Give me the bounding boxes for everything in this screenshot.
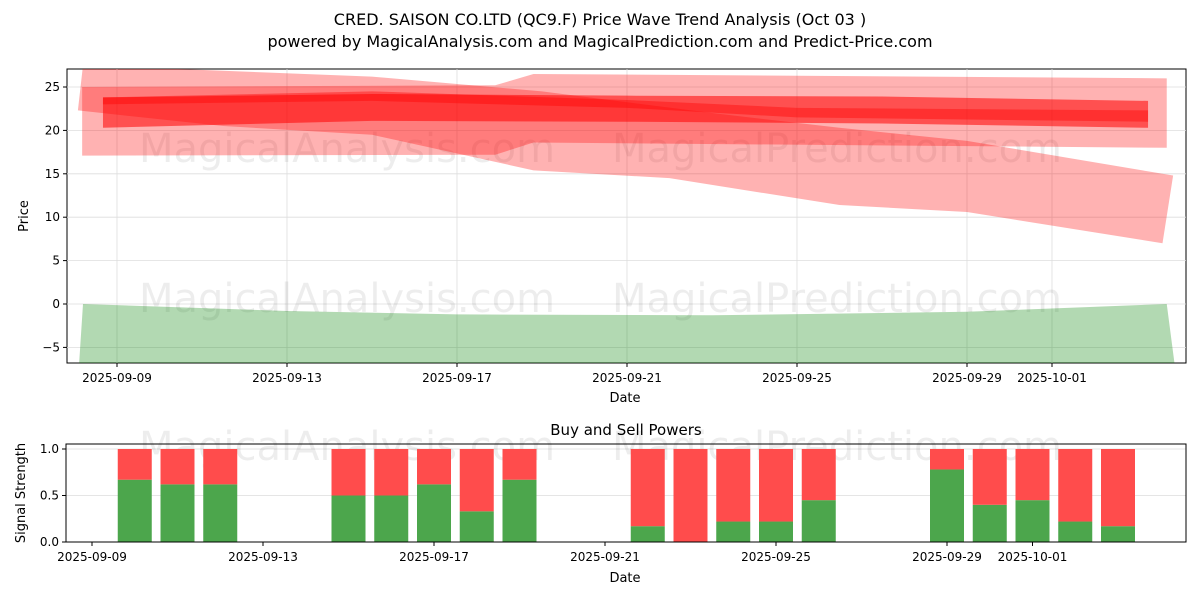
chart-title: CRED. SAISON CO.LTD (QC9.F) Price Wave T… [333, 10, 867, 29]
y-tick-label: 10 [45, 210, 60, 224]
subchart-title: Buy and Sell Powers [550, 421, 702, 439]
x-tick-label: 2025-10-01 [998, 550, 1068, 564]
buy-bar [759, 521, 793, 542]
buy-bar [117, 479, 152, 542]
buy-bar [459, 511, 494, 542]
buy-bar [930, 469, 964, 542]
sell-bar [459, 449, 494, 512]
y-tick-label: 0 [52, 297, 60, 311]
x-tick-label: 2025-09-13 [252, 371, 322, 385]
sell-bar [417, 449, 451, 485]
sell-bar [1058, 449, 1093, 522]
buy-bar [630, 526, 665, 542]
watermark: MagicalPrediction.com [612, 126, 1062, 172]
y-tick-label: 0.5 [40, 489, 59, 503]
sell-bar [1015, 449, 1050, 501]
sell-bar [374, 449, 409, 496]
x-tick-label: 2025-09-21 [570, 550, 640, 564]
sell-bar [117, 449, 152, 480]
sell-bar [160, 449, 195, 485]
chart-subtitle: powered by MagicalAnalysis.com and Magic… [267, 32, 933, 51]
sell-bar [759, 449, 793, 522]
x-tick-label: 2025-09-25 [762, 371, 832, 385]
buy-bar [502, 479, 537, 542]
buy-bar [801, 500, 836, 542]
watermark: MagicalAnalysis.com [139, 276, 555, 322]
buy-bar [203, 484, 238, 542]
y-tick-label: −5 [42, 340, 60, 354]
x-axis-label: Date [609, 571, 640, 586]
y-axis-label: Signal Strength [14, 443, 29, 543]
sell-bar [801, 449, 836, 501]
x-tick-label: 2025-09-13 [228, 550, 298, 564]
buy-bar [1058, 521, 1093, 542]
buy-bar [417, 484, 451, 542]
sell-bar [203, 449, 238, 485]
x-tick-label: 2025-09-25 [741, 550, 811, 564]
sell-bar [716, 449, 751, 522]
trend-band [102, 93, 1149, 128]
sell-bar [930, 449, 964, 470]
y-tick-label: 25 [45, 80, 60, 94]
y-tick-label: 5 [52, 254, 60, 268]
x-tick-label: 2025-09-29 [912, 550, 982, 564]
watermark: MagicalAnalysis.com [139, 126, 555, 172]
x-tick-label: 2025-09-17 [399, 550, 469, 564]
plot-frame [65, 443, 1187, 543]
trend-band [102, 91, 1149, 122]
y-tick-label: 1.0 [40, 442, 59, 456]
x-tick-label: 2025-09-09 [82, 371, 152, 385]
x-tick-label: 2025-09-09 [57, 550, 127, 564]
buy-bar [716, 521, 751, 542]
sell-bar [972, 449, 1007, 505]
buy-bar [331, 495, 366, 542]
buy-bar [972, 504, 1007, 542]
y-tick-label: 20 [45, 123, 60, 137]
y-axis-label: Price [17, 200, 32, 232]
watermark: MagicalPrediction.com [612, 276, 1062, 322]
sell-bar [331, 449, 366, 496]
y-tick-label: 15 [45, 167, 60, 181]
y-tick-label: 0.0 [40, 535, 59, 549]
sell-bar [502, 449, 537, 480]
x-axis-label: Date [609, 391, 640, 406]
x-tick-label: 2025-09-29 [932, 371, 1002, 385]
x-tick-label: 2025-09-17 [422, 371, 492, 385]
x-tick-label: 2025-10-01 [1017, 371, 1087, 385]
buy-bar [374, 495, 409, 542]
sell-bar [1101, 449, 1135, 527]
buy-bar [160, 484, 195, 542]
sell-bar [673, 449, 708, 542]
buy-bar [1101, 526, 1135, 542]
x-tick-label: 2025-09-21 [592, 371, 662, 385]
buy-bar [1015, 500, 1050, 542]
trend-band [79, 304, 1175, 363]
sell-bar [630, 449, 665, 527]
